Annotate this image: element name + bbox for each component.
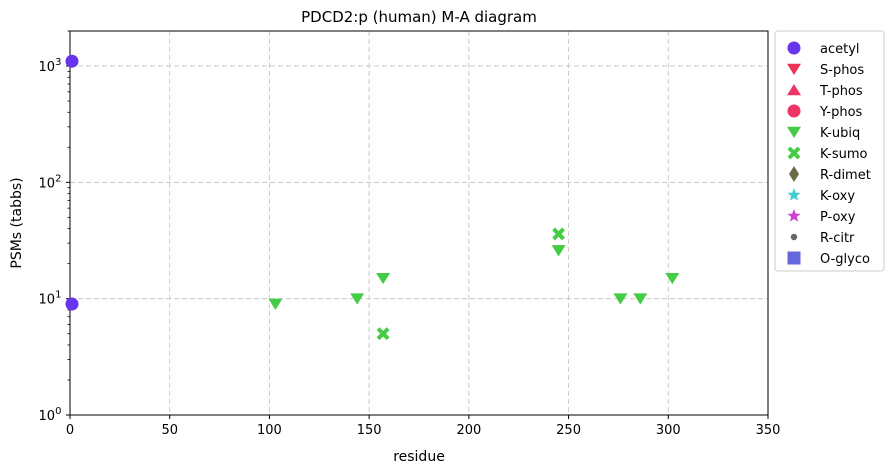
legend-label: P-oxy [820, 210, 856, 225]
legend-marker-k-sumo [787, 146, 801, 160]
legend-box [774, 30, 885, 272]
x-axis-label: residue [393, 449, 445, 465]
point-k-ubiq [665, 272, 680, 285]
x-tick-label: 200 [456, 423, 481, 438]
point-k-ubiq [613, 293, 628, 305]
legend-marker-k-oxy [787, 188, 801, 201]
point-k-ubiq [633, 293, 648, 305]
point-k-ubiq [551, 245, 566, 257]
chart-title: PDCD2:p (human) M-A diagram [301, 8, 537, 26]
legend: acetyl S-phos T-phos Y-phos K-ubiq K-sumo R-di… [774, 30, 885, 272]
legend-marker-s-phos [787, 63, 801, 75]
legend-marker-y-phos [787, 104, 801, 118]
legend-label: K-oxy [820, 189, 855, 204]
legend-label: acetyl [820, 42, 860, 57]
x-tick-label: 50 [161, 423, 178, 438]
x-tick-label: 0 [66, 423, 74, 438]
x-tick-label: 250 [556, 423, 581, 438]
legend-label: O-glyco [820, 252, 870, 267]
legend-marker-r-citr [790, 233, 798, 241]
legend-label: Y-phos [819, 105, 863, 120]
x-axis: 0 50 100 150 200 250 300 350 [66, 415, 781, 438]
point-k-sumo [552, 227, 566, 241]
legend-label: K-ubiq [820, 126, 860, 141]
x-tick-label: 100 [257, 423, 282, 438]
x-tick-label: 150 [357, 423, 382, 438]
point-k-ubiq [376, 272, 391, 285]
x-tick-label: 350 [756, 423, 781, 438]
y-axis-label: PSMs (tabbs) [9, 177, 25, 268]
point-k-ubiq [350, 293, 365, 305]
legend-label: R-citr [820, 231, 855, 246]
plot-frame [69, 30, 769, 416]
x-tick-label: 300 [656, 423, 681, 438]
legend-marker-t-phos [787, 84, 801, 96]
legend-marker-r-dimet [789, 166, 799, 182]
legend-label: T-phos [819, 84, 863, 99]
y-axis: 100 101 102 103 [39, 30, 70, 424]
legend-label: K-sumo [820, 147, 868, 162]
legend-marker-acetyl [787, 41, 801, 55]
legend-marker-o-glyco [787, 251, 801, 265]
legend-label: R-dimet [820, 168, 871, 183]
y-tick-label: 102 [39, 173, 62, 191]
legend-marker-k-ubiq [787, 126, 801, 138]
y-tick-label: 100 [39, 406, 62, 424]
y-tick-label: 101 [39, 290, 62, 308]
point-acetyl [65, 297, 79, 311]
legend-marker-p-oxy [787, 209, 801, 222]
point-k-ubiq [268, 298, 283, 310]
grid [70, 31, 768, 415]
point-acetyl [65, 54, 79, 68]
legend-label: S-phos [820, 63, 864, 78]
y-tick-label: 103 [39, 57, 62, 75]
data-points [65, 54, 680, 341]
point-k-sumo [376, 327, 390, 341]
